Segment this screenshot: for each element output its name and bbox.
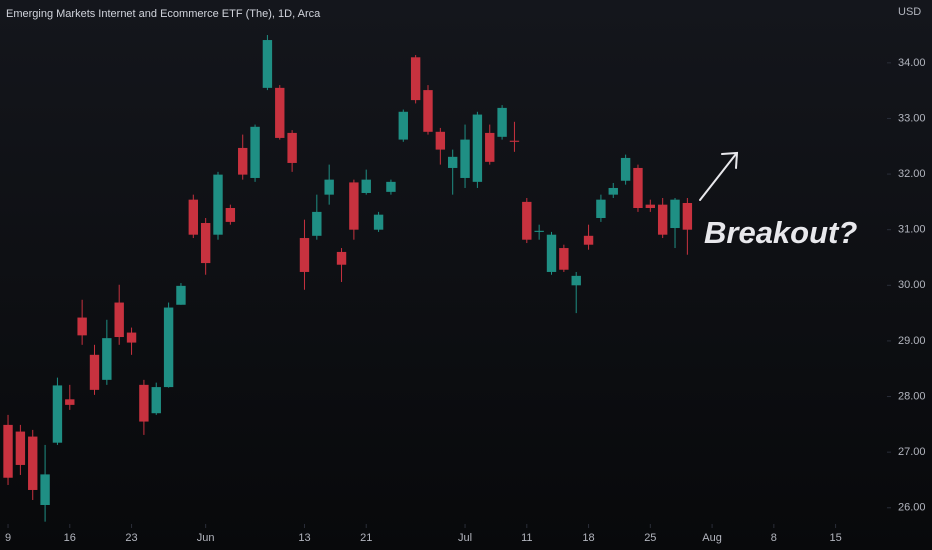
candle-body xyxy=(312,211,322,236)
candle-body xyxy=(163,307,174,388)
candle-body xyxy=(633,167,643,208)
candle-body xyxy=(670,199,680,229)
candle-body xyxy=(645,204,656,208)
candle-body xyxy=(275,87,285,138)
candle-body xyxy=(386,181,396,192)
candle-body xyxy=(361,179,371,193)
candle-body xyxy=(596,199,606,219)
candle-body xyxy=(102,338,112,380)
candle-body xyxy=(3,424,13,478)
candle-body xyxy=(28,436,38,490)
candle-body xyxy=(126,332,137,343)
candle-body xyxy=(287,132,297,163)
y-tick-label: 29.00 xyxy=(898,335,926,347)
annotation: Breakout? xyxy=(704,215,857,250)
candle-body xyxy=(114,302,124,338)
candle-body xyxy=(435,131,446,150)
candle-body xyxy=(336,251,347,265)
chart-title: Emerging Markets Internet and Ecommerce … xyxy=(6,8,321,20)
candle-body xyxy=(139,384,149,422)
y-tick-label: 33.00 xyxy=(898,112,926,124)
candle-body xyxy=(65,399,75,405)
candle-body xyxy=(485,132,495,162)
candle-body xyxy=(262,40,273,88)
x-tick-label: Aug xyxy=(702,532,722,544)
candle-body xyxy=(509,140,520,142)
x-tick-label: 15 xyxy=(829,532,841,544)
candle-body xyxy=(349,182,359,230)
candle-body xyxy=(682,202,693,230)
y-tick-label: 30.00 xyxy=(898,279,926,291)
candle-body xyxy=(40,474,50,505)
candle-body xyxy=(213,174,223,235)
candle-body xyxy=(398,111,408,140)
x-tick-label: 23 xyxy=(125,532,137,544)
candle-body xyxy=(522,201,532,240)
candle-body xyxy=(460,139,470,178)
y-tick-label: 27.00 xyxy=(898,446,926,458)
candle-body xyxy=(188,199,198,235)
x-tick-label: 18 xyxy=(582,532,594,544)
candle-body xyxy=(373,214,384,230)
x-tick-label: 11 xyxy=(521,532,532,544)
y-tick-label: 28.00 xyxy=(898,390,926,402)
candle-body xyxy=(52,385,63,443)
y-tick-label: 26.00 xyxy=(898,502,926,514)
candle-body xyxy=(238,147,248,175)
candle-body xyxy=(250,126,260,178)
x-tick-label: Jul xyxy=(458,532,472,544)
candle-body xyxy=(410,57,421,101)
candle-body xyxy=(497,107,507,137)
y-tick-label: 32.00 xyxy=(898,168,926,180)
currency-label: USD xyxy=(898,6,921,18)
candle-body xyxy=(583,235,594,245)
candle-body xyxy=(15,431,26,465)
annotation-arrow xyxy=(699,151,739,201)
candle-body xyxy=(89,354,100,390)
candle-body xyxy=(77,317,87,336)
x-tick-label: 21 xyxy=(360,532,372,544)
candle-body xyxy=(657,204,668,235)
x-tick-label: 25 xyxy=(644,532,656,544)
candle-body xyxy=(200,223,211,264)
y-tick-label: 34.00 xyxy=(898,57,926,69)
candle-body xyxy=(472,114,483,182)
candle-body xyxy=(571,275,581,286)
candle-body xyxy=(534,230,544,232)
x-tick-label: 9 xyxy=(5,532,11,544)
candle-body xyxy=(447,156,458,168)
candle-body xyxy=(608,187,618,195)
x-tick-label: Jun xyxy=(197,532,215,544)
x-tick-label: 8 xyxy=(771,532,777,544)
candle-body xyxy=(620,157,631,181)
candle-body xyxy=(176,285,186,305)
x-tick-label: 16 xyxy=(64,532,76,544)
candle-body xyxy=(324,179,334,195)
candle-body xyxy=(546,234,557,272)
candle-body xyxy=(225,208,236,222)
candle-body xyxy=(151,387,161,414)
candle-body xyxy=(423,90,433,132)
x-tick-label: 13 xyxy=(298,532,310,544)
y-tick-label: 31.00 xyxy=(898,224,926,236)
candle-body xyxy=(559,248,569,270)
candle-body xyxy=(299,238,310,272)
